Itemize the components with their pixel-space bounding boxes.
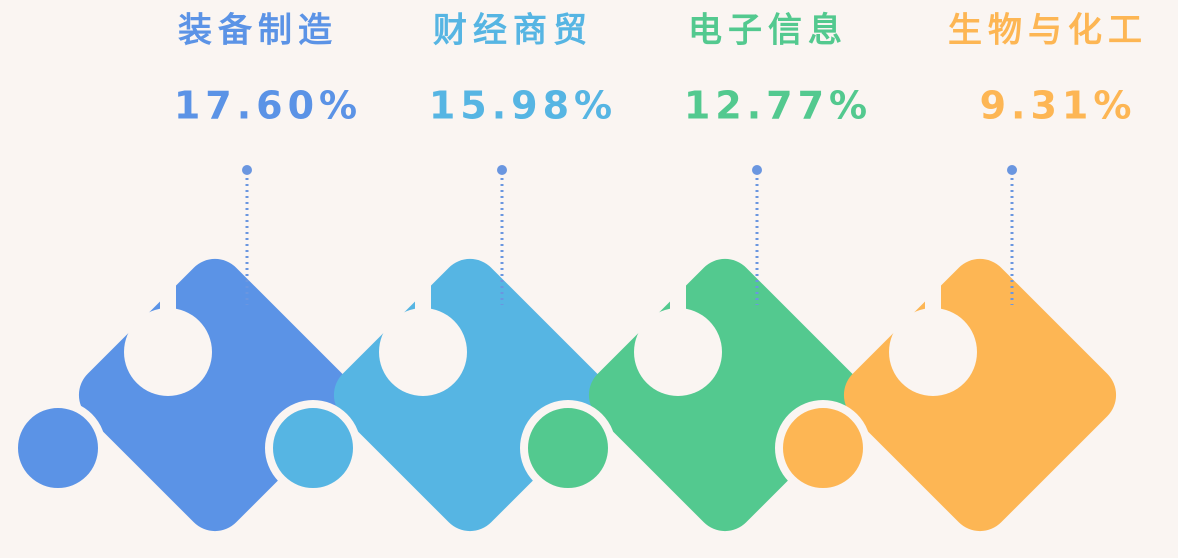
item-value: 12.77% — [684, 84, 872, 128]
piece-slit — [160, 240, 176, 312]
piece-slit — [925, 240, 941, 312]
connector-dot — [242, 165, 252, 175]
item-label: 装备制造 — [178, 11, 338, 51]
piece-hole — [634, 308, 722, 396]
item-value: 17.60% — [174, 84, 362, 128]
connector-dot — [1007, 165, 1017, 175]
piece-hole — [124, 308, 212, 396]
piece-hole — [379, 308, 467, 396]
piece-slit — [670, 240, 686, 312]
item-value: 15.98% — [429, 84, 617, 128]
piece-knob — [265, 400, 361, 496]
piece-knob — [520, 400, 616, 496]
piece-knob — [10, 400, 106, 496]
item-value: 9.31% — [980, 84, 1137, 128]
piece-hole — [889, 308, 977, 396]
item-label: 电子信息 — [688, 11, 848, 51]
connector-dot — [752, 165, 762, 175]
item-label: 财经商贸 — [433, 11, 593, 51]
piece-knob — [775, 400, 871, 496]
puzzle-piece — [775, 240, 1117, 532]
connector-dot — [497, 165, 507, 175]
item-label: 生物与化工 — [948, 11, 1148, 51]
piece-slit — [415, 240, 431, 312]
